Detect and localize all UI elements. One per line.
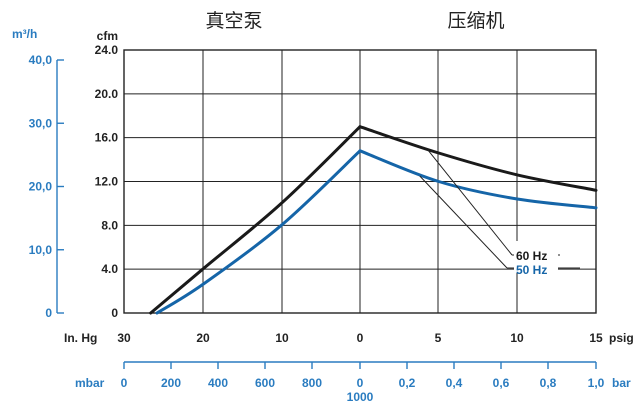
x-tick-label-psig: 10 [510,331,524,345]
mbar-tick-label: 800 [302,376,322,390]
metric-tick-label: 10,0 [29,243,53,257]
y-tick-label: 0 [111,306,118,320]
legend-label-60hz: 60 Hz [516,249,547,263]
y-axis-title-metric: m³/h [12,27,37,41]
chart-grid [123,49,597,314]
section-vacuum-label: 真空泵 [205,10,262,32]
y-tick-label: 16.0 [95,131,119,145]
y-axis-title-cfm: cfm [97,29,118,43]
legend-leader-60hz [427,149,513,256]
legend-backdrop [514,241,558,273]
series-line-60hz-pressure [358,125,598,192]
legend-label-50hz: 50 Hz [516,263,547,277]
x-tick-label-inhg: 10 [275,331,289,345]
mbar-tick-label-1000: 1000 [347,390,374,404]
mbar-tick-label: 0 [121,376,128,390]
y-tick-label: 24.0 [95,43,119,57]
bar-tick-label: 0,6 [493,376,510,390]
x-axis-title-inhg: In. Hg [64,331,97,345]
mbar-tick-label: 0 [357,376,364,390]
metric-tick-label: 0 [45,306,52,320]
x-tick-label-psig: 5 [435,331,442,345]
bar-tick-label: 1,0 [588,376,605,390]
x-tick-label-inhg: 0 [357,331,364,345]
x-tick-label-psig: 15 [589,331,603,345]
x-axis-title-psig: psig [609,331,634,345]
section-compressor-label: 压缩机 [447,10,504,32]
y-tick-label: 8.0 [101,218,118,232]
series-line-60hz-vacuum [149,125,362,315]
chart-series [149,125,598,315]
chart-axes: cfm 0 4.0 8.0 12.0 16.0 20.0 24.0 m³/h 0 10,0 20,0 3… [12,27,634,404]
x-axis-title-bar: bar [612,376,631,390]
metric-tick-label: 30,0 [29,116,53,130]
y-tick-label: 4.0 [101,262,118,276]
mbar-tick-label: 600 [255,376,275,390]
x-tick-label-inhg: 20 [196,331,210,345]
metric-tick-label: 40,0 [29,53,53,67]
x-axis-title-mbar: mbar [75,376,105,390]
bar-tick-label: 0,2 [399,376,416,390]
x-tick-label-inhg: 30 [117,331,131,345]
y-tick-label: 20.0 [95,87,119,101]
series-line-50hz-pressure [358,149,598,210]
series-line-50hz-vacuum [155,149,362,315]
bar-tick-label: 0,4 [446,376,463,390]
mbar-tick-label: 200 [161,376,181,390]
legend-leader-50hz [419,175,508,269]
plot-frame [123,49,597,314]
metric-tick-label: 20,0 [29,180,53,194]
mbar-tick-label: 400 [208,376,228,390]
bar-tick-label: 0,8 [540,376,557,390]
y-tick-label: 12.0 [95,175,119,189]
